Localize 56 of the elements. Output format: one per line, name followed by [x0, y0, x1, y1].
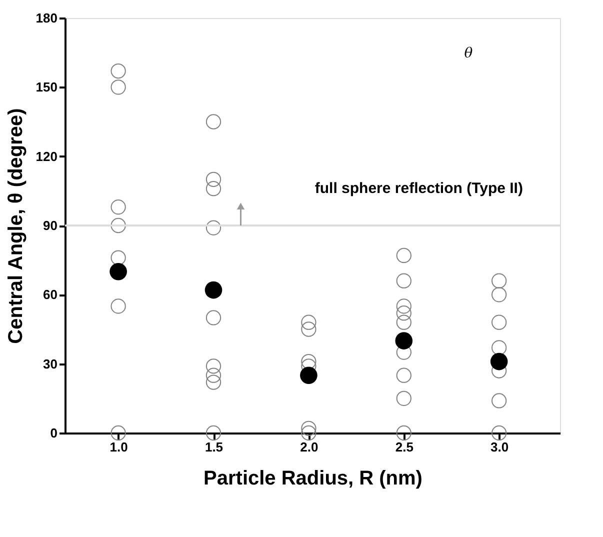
point [206, 220, 222, 236]
x-tick-label: 3.0 [490, 440, 509, 454]
y-axis-title: Central Angle, θ (degree) [4, 108, 27, 344]
x-tick-label: 1.0 [110, 440, 128, 454]
point [110, 80, 126, 95]
annotation: θ [464, 45, 474, 62]
point [206, 172, 222, 187]
point [492, 287, 507, 302]
y-tick-label: 120 [36, 148, 58, 164]
point [110, 200, 126, 215]
point [301, 322, 316, 337]
point [206, 425, 222, 441]
point [396, 390, 412, 406]
point [395, 332, 413, 350]
y-tick-label: 90 [43, 218, 58, 233]
x-axis-title: Particle Radius, R (nm) [204, 468, 422, 490]
point [110, 262, 127, 280]
point [110, 250, 126, 266]
point [301, 425, 316, 441]
point [206, 181, 222, 196]
point [492, 393, 507, 408]
point [492, 314, 507, 330]
point [396, 425, 412, 441]
point [396, 273, 412, 288]
y-tick-label: 60 [43, 287, 58, 302]
point [300, 366, 318, 384]
point [110, 298, 126, 314]
x-tick-label: 2.0 [300, 440, 318, 454]
point [301, 420, 316, 436]
point [206, 368, 222, 383]
y-tick-label: 0 [50, 426, 58, 440]
point [110, 218, 126, 234]
point [492, 273, 507, 288]
point [396, 306, 412, 321]
y-tick-label: 180 [36, 10, 58, 26]
point [206, 358, 222, 374]
point [396, 298, 412, 314]
y-tick-label: 150 [36, 80, 58, 95]
point [110, 425, 126, 441]
point [110, 63, 126, 79]
point [206, 114, 222, 130]
y-tick-label: 30 [43, 356, 58, 372]
point [206, 374, 222, 390]
point [396, 368, 412, 383]
point [492, 340, 507, 356]
point [204, 281, 222, 299]
point [396, 314, 412, 330]
point [492, 425, 507, 441]
point [301, 354, 316, 370]
point [301, 314, 316, 330]
x-tick-label: 2.5 [395, 440, 414, 454]
x-tick-label: 1.5 [204, 440, 224, 454]
point [396, 248, 412, 264]
annotation: full sphere reflection (Type II) [314, 180, 523, 198]
point [490, 352, 508, 370]
point [206, 310, 222, 326]
